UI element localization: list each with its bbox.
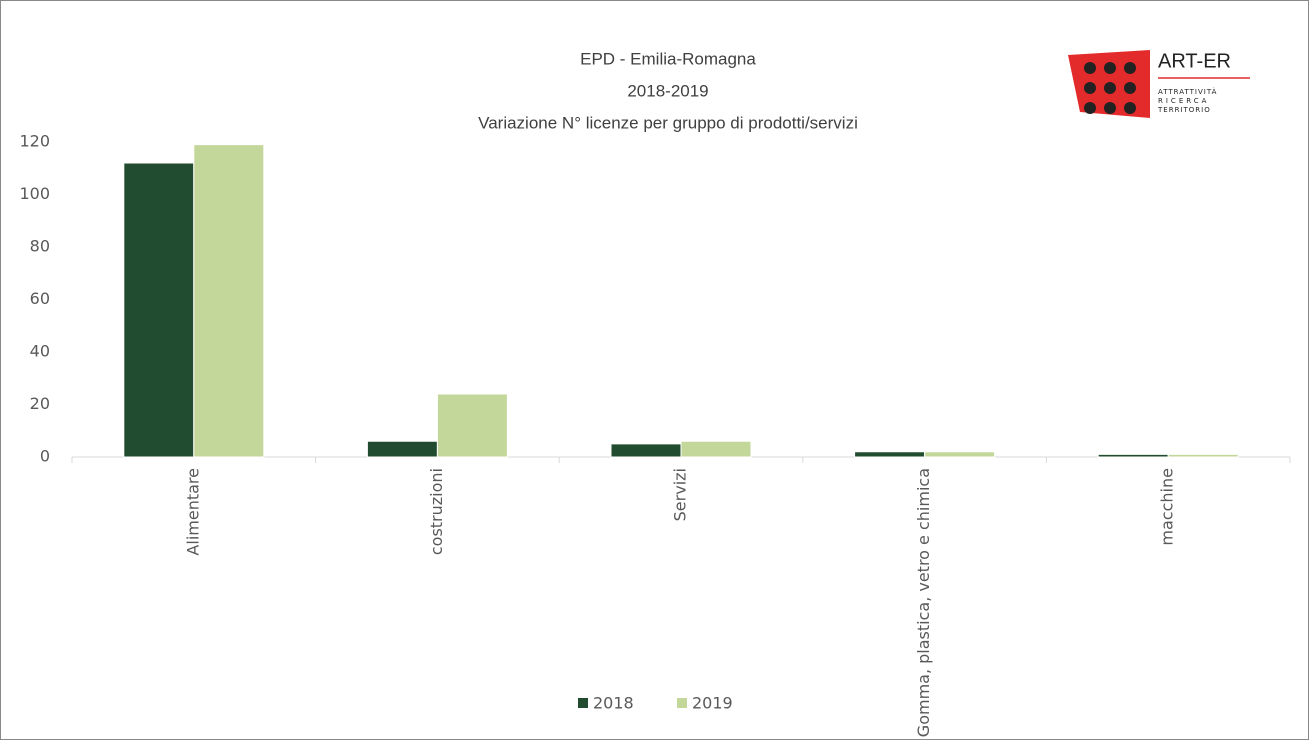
y-tick-label: 100 (19, 184, 50, 203)
bar (366, 440, 438, 458)
legend-label: 2018 (593, 694, 634, 713)
logo-dots (1084, 62, 1136, 114)
bar (123, 162, 195, 458)
y-tick-label: 60 (30, 289, 50, 308)
bar (1167, 453, 1239, 458)
bar (854, 451, 926, 458)
logo-line: TERRITORIO (1157, 106, 1211, 114)
logo: ART-ER ATTRATTIVITÀ RICERCA TERRITORIO (1068, 50, 1250, 118)
legend-swatch (677, 698, 687, 708)
bar (436, 393, 508, 458)
y-tick-label: 20 (30, 394, 50, 413)
chart-annotation: Variazione N° licenze per gruppo di prod… (478, 113, 858, 132)
x-tick-label: Alimentare (183, 468, 202, 556)
x-tick-label: macchine (1158, 468, 1177, 546)
bar (1097, 453, 1169, 458)
chart-subtitle: 2018-2019 (627, 81, 708, 100)
logo-name: ART-ER (1158, 50, 1231, 72)
y-tick-label: 80 (30, 237, 50, 256)
y-tick-label: 120 (19, 132, 50, 151)
bar (680, 440, 752, 458)
bar (924, 451, 996, 458)
logo-line: ATTRATTIVITÀ (1158, 87, 1217, 96)
legend-label: 2019 (692, 694, 733, 713)
y-tick-label: 0 (40, 447, 50, 466)
y-tick-label: 40 (30, 342, 50, 361)
bar (193, 144, 265, 458)
x-tick-label: costruzioni (427, 468, 446, 555)
chart-title: EPD - Emilia-Romagna (580, 49, 756, 68)
bar (610, 443, 682, 458)
legend-swatch (578, 698, 588, 708)
x-tick-label: Servizi (671, 468, 690, 521)
logo-line: RICERCA (1158, 97, 1209, 105)
x-tick-label: Gomma, plastica, vetro e chimica (914, 468, 933, 737)
